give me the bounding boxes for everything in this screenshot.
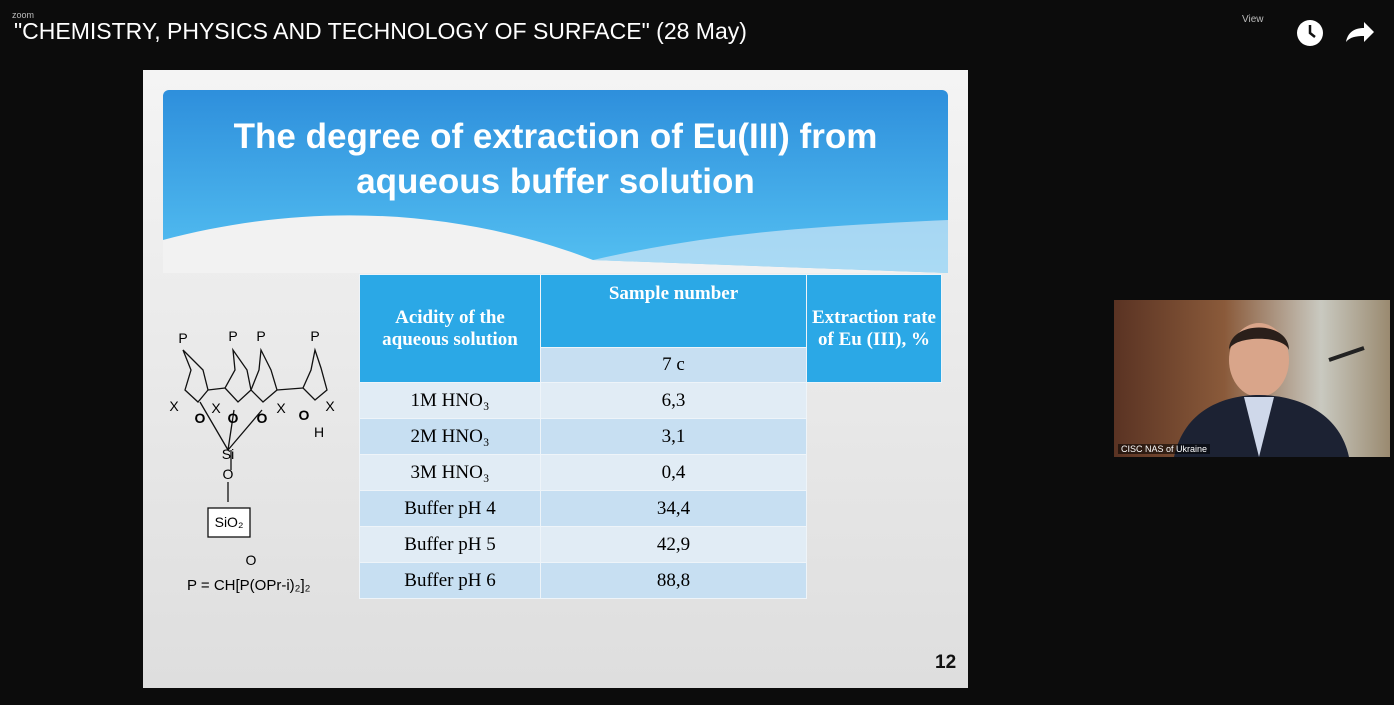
page-number: 12: [935, 652, 957, 673]
acidity-cell: Buffer pH 6: [359, 562, 541, 599]
acidity-cell: Buffer pH 5: [359, 526, 541, 563]
atom-label: O: [257, 410, 268, 426]
atom-label: X: [211, 400, 221, 416]
acidity-cell: Buffer pH 4: [359, 490, 541, 527]
participant-name: CISC NAS of Ukraine: [1118, 444, 1211, 454]
wave-shape: [163, 215, 948, 273]
atom-label: X: [169, 398, 179, 414]
value-cell: 42,9: [540, 526, 807, 563]
atom-label: O: [228, 410, 239, 426]
table-row: Buffer pH 6 88,8: [359, 562, 942, 599]
acidity-cell: 1M HNO₃: [359, 382, 541, 419]
atom-label: P: [256, 328, 265, 344]
value-cell: 3,1: [540, 418, 807, 455]
wave-shape: [593, 220, 948, 273]
slide-title: The degree of extraction of Eu(III) from…: [233, 117, 878, 201]
atom-label: Si: [222, 446, 234, 462]
atom-label: P: [228, 328, 237, 344]
atom-label: P: [310, 328, 319, 344]
shirt: [1244, 397, 1274, 457]
hair: [1229, 327, 1289, 350]
spacer: [183, 650, 193, 660]
atom-label: O: [223, 466, 234, 482]
header-cell: 7 c: [540, 347, 807, 383]
participant-video: CISC NAS of Ukraine: [1114, 300, 1390, 457]
acidity-cell: 3M HNO₃: [359, 454, 541, 491]
microphone: [1328, 346, 1365, 362]
atom-label: H: [314, 424, 324, 440]
table-row: Buffer pH 5 42,9: [359, 526, 942, 563]
header-cell: Acidity of the aqueous solution: [359, 274, 541, 383]
clock-hands: [1308, 25, 1316, 38]
value-cell: 34,4: [540, 490, 807, 527]
share-icon[interactable]: [1346, 22, 1374, 42]
table-row: 2M HNO₃ 3,1: [359, 418, 942, 455]
data-table: Acidity of the aqueous solution Sample n…: [359, 274, 942, 599]
table-row: Buffer pH 4 34,4: [359, 490, 942, 527]
value-cell: 0,4: [540, 454, 807, 491]
face: [1229, 323, 1289, 397]
header-cell: Sample number: [540, 274, 807, 348]
atom-label: SiO₂: [215, 514, 244, 530]
video-title: "CHEMISTRY, PHYSICS AND TECHNOLOGY OF SU…: [14, 18, 747, 44]
view-button[interactable]: View: [1242, 14, 1264, 25]
atom-label: X: [276, 400, 286, 416]
video-frame: [1174, 323, 1365, 457]
atom-label: X: [325, 398, 335, 414]
slide-header: The degree of extraction of Eu(III) from…: [163, 90, 948, 273]
value-cell: 6,3: [540, 382, 807, 419]
video-controls: [1297, 20, 1374, 46]
slide: The degree of extraction of Eu(III) from…: [143, 70, 968, 688]
atom-label: O: [246, 552, 257, 568]
atom-label: O: [299, 407, 310, 423]
header-cell: Extraction rate of Eu (III), %: [806, 274, 942, 383]
value-cell: 88,8: [540, 562, 807, 599]
table-row: 1M HNO₃ 6,3: [359, 382, 942, 419]
structure-bonds: [182, 347, 328, 538]
app-name: zoom: [12, 10, 35, 20]
wave: [163, 215, 948, 273]
acidity-cell: 2M HNO₃: [359, 418, 541, 455]
table-row: 3M HNO₃ 0,4: [359, 454, 942, 491]
formula: P = CH[P(OPr-i)₂]₂: [187, 577, 311, 594]
atom-label: P: [178, 330, 187, 346]
atom-label: O: [195, 410, 206, 426]
